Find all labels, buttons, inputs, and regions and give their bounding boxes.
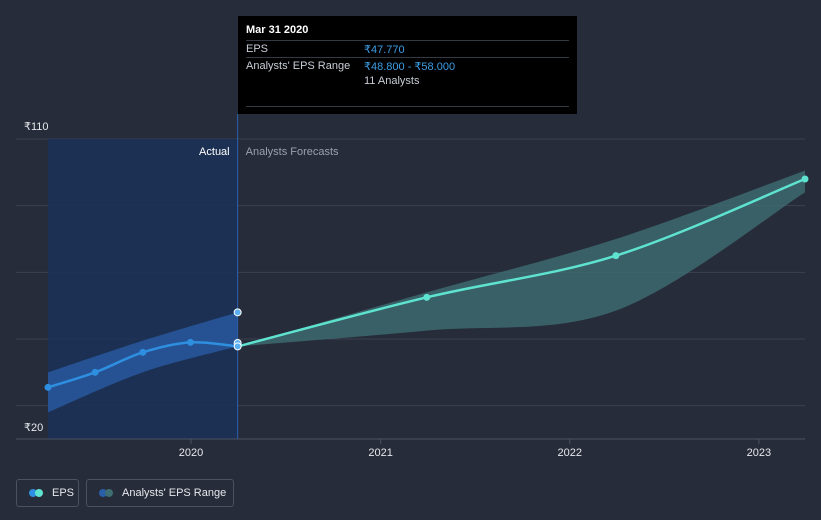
legend-range-label: Analysts' EPS Range <box>122 487 227 499</box>
tooltip-date: Mar 31 2020 <box>246 24 309 36</box>
x-tick-label: 2023 <box>747 447 771 459</box>
eps-points <box>44 175 809 391</box>
legend-range-button[interactable]: Analysts' EPS Range <box>86 479 234 507</box>
tooltip-eps-row: EPS ₹47.770 <box>246 40 569 57</box>
forecast-eps-point[interactable] <box>612 252 620 260</box>
tooltip-analysts-row: 11 Analysts <box>246 73 569 89</box>
x-axis-ticks: 2020 2021 2022 2023 <box>179 439 771 459</box>
forecast-eps-range-band <box>237 170 805 347</box>
forecast-section-label: Analysts Forecasts <box>246 146 339 158</box>
y-tick-label: ₹20 <box>24 422 43 434</box>
y-axis-ticks: ₹110 ₹20 <box>24 121 49 434</box>
eps-legend-icon <box>29 489 45 497</box>
actual-eps-point[interactable] <box>44 383 52 391</box>
tooltip-analysts-count: 11 Analysts <box>364 75 420 87</box>
legend-eps-button[interactable]: EPS <box>16 479 79 507</box>
x-tick-label: 2021 <box>368 447 392 459</box>
tooltip-eps-label: EPS <box>246 43 269 55</box>
actual-eps-range-band <box>48 312 238 413</box>
legend-eps-label: EPS <box>52 487 75 499</box>
tooltip-eps-value: ₹47.770 <box>364 44 405 56</box>
forecast-eps-line <box>237 177 806 348</box>
eps-range-bands <box>48 170 805 413</box>
actual-eps-point[interactable] <box>139 348 147 356</box>
tooltip-divider <box>246 106 569 107</box>
tooltip-range-row: Analysts' EPS Range ₹48.800 - ₹58.000 <box>246 57 569 74</box>
x-tick-label: 2020 <box>179 447 203 459</box>
actual-section-label: Actual <box>199 146 230 158</box>
tooltip-range-value: ₹48.800 - ₹58.000 <box>364 61 456 73</box>
actual-eps-point[interactable] <box>91 368 99 376</box>
forecast-eps-point[interactable] <box>423 293 431 301</box>
tooltip-marker <box>233 342 242 351</box>
actual-eps-point[interactable] <box>186 338 194 346</box>
range-legend-icon <box>99 489 115 497</box>
tooltip-range-label: Analysts' EPS Range <box>246 60 351 72</box>
forecast-eps-point[interactable] <box>801 175 809 183</box>
x-tick-label: 2022 <box>558 447 582 459</box>
tooltip-marker <box>233 308 242 317</box>
eps-tooltip: Mar 31 2020 EPS ₹47.770 Analysts' EPS Ra… <box>238 16 577 114</box>
y-tick-label: ₹110 <box>24 121 49 133</box>
